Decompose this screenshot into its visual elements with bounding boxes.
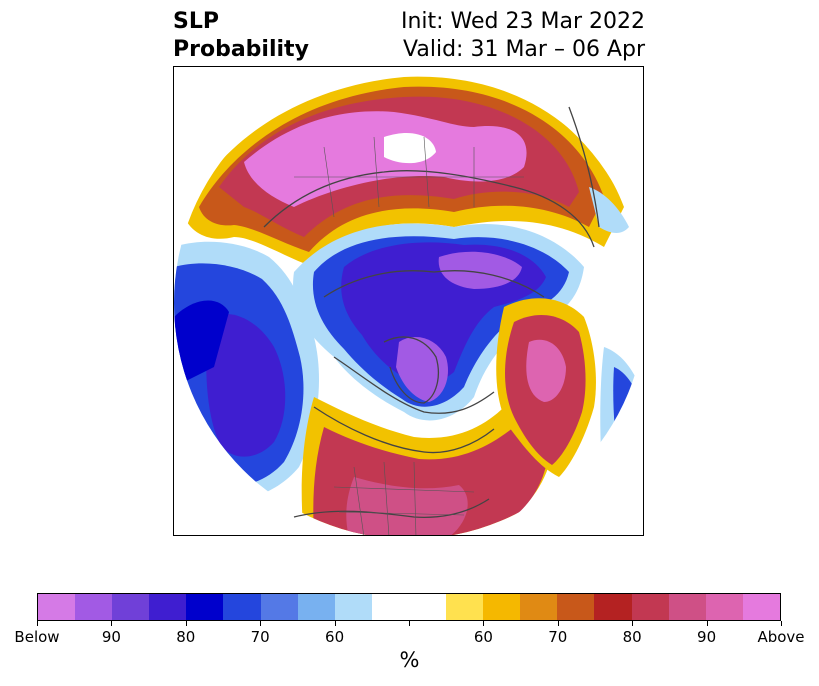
valid-dates: Valid: 31 Mar – 06 Apr (403, 37, 645, 62)
colorbar-bin (112, 594, 150, 620)
colorbar-bin (408, 594, 447, 620)
colorbar-bin (742, 594, 780, 620)
colorbar-tick-mark (707, 621, 708, 626)
colorbar-bin (705, 594, 743, 620)
us-above-core (346, 477, 468, 535)
colorbar-tick-label: 90 (697, 628, 717, 646)
colorbar-tick-mark (335, 621, 336, 626)
colorbar-bin (446, 594, 484, 620)
colorbar-tick-mark (483, 621, 484, 626)
colorbar-bin (371, 594, 409, 620)
colorbar-tick-label: 90 (101, 628, 121, 646)
colorbar-bin (75, 594, 113, 620)
east-atlantic-below-region (600, 347, 643, 487)
colorbar-tick-mark (558, 621, 559, 626)
colorbar-tick-mark (111, 621, 112, 626)
colorbar-tick-mark (260, 621, 261, 626)
colorbar-tick-label: Below (14, 628, 60, 646)
colorbar-tick-label: 70 (250, 628, 270, 646)
colorbar-tick-label: 80 (622, 628, 642, 646)
probability-map (174, 67, 643, 535)
map-title: SLP Probability (173, 8, 309, 64)
colorbar-bin (483, 594, 521, 620)
colorbar-bin (631, 594, 669, 620)
colorbar-bin (149, 594, 187, 620)
colorbar-bin (186, 594, 224, 620)
colorbar-bin (38, 594, 76, 620)
colorbar-tick-label: 70 (548, 628, 568, 646)
colorbar-bin (334, 594, 372, 620)
colorbar-tick-label: 60 (325, 628, 345, 646)
colorbar-tick-label: Above (757, 628, 805, 646)
title-line-1: SLP (173, 9, 219, 34)
siberia-above-core (384, 132, 436, 164)
colorbar-tick-label: 60 (473, 628, 493, 646)
colorbar-tick-mark (632, 621, 633, 626)
borders (294, 136, 524, 535)
colorbar-bin (594, 594, 632, 620)
colorbar-bin (297, 594, 335, 620)
colorbar-tick-mark (37, 621, 38, 626)
colorbar-bin (557, 594, 595, 620)
colorbar-bin (223, 594, 261, 620)
forecast-dates: Init: Wed 23 Mar 2022 Valid: 31 Mar – 06… (401, 8, 645, 64)
east-atlantic-below-core (613, 367, 642, 462)
hudson-below-purple (396, 337, 449, 402)
colorbar-label: % (399, 648, 420, 672)
colorbar-bin (668, 594, 706, 620)
map-panel (173, 66, 644, 536)
colorbar-bin (520, 594, 558, 620)
eurasia-above-core (244, 111, 527, 207)
atlantic-above-core (526, 339, 566, 402)
colorbar (37, 593, 781, 621)
colorbar-tick-label: 80 (176, 628, 196, 646)
scandinavia-below (589, 187, 629, 233)
pacific-below-core (206, 313, 286, 457)
title-line-2: Probability (173, 37, 309, 62)
colorbar-tick-mark (781, 621, 782, 626)
colorbar-tick-mark (409, 621, 410, 626)
arctic-below-purple (438, 251, 522, 289)
colorbar-tick-mark (186, 621, 187, 626)
init-date: Init: Wed 23 Mar 2022 (400, 9, 645, 34)
colorbar-bin (260, 594, 298, 620)
coastlines (263, 106, 600, 518)
shaded-field (174, 67, 643, 535)
pacific-below-core-2 (174, 300, 229, 387)
